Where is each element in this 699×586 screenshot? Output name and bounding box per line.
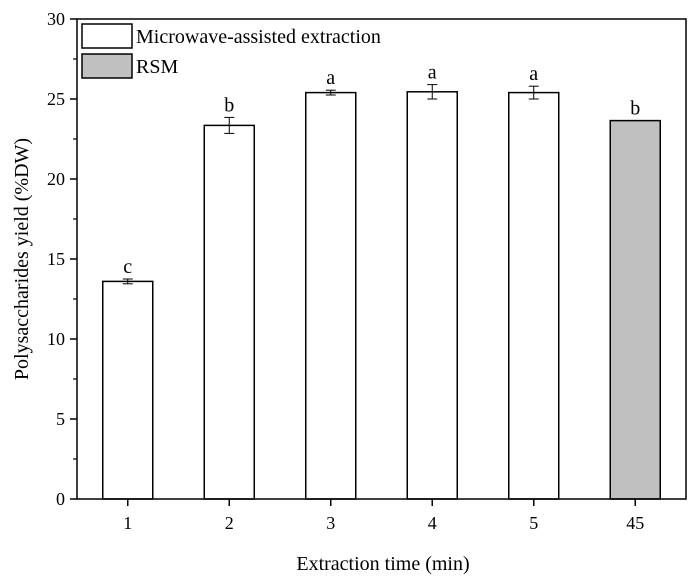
- bar-3: [305, 91, 357, 500]
- x-axis-label: Extraction time (min): [296, 553, 469, 575]
- significance-label-3: a: [326, 67, 335, 89]
- legend-swatch-mae: [81, 23, 133, 49]
- error-bars-layer: [122, 84, 539, 285]
- significance-label-4: a: [428, 62, 437, 84]
- bars-layer: [102, 91, 661, 500]
- bar-2: [203, 124, 255, 500]
- y-tick-label-25: 25: [47, 89, 65, 109]
- significance-label-2: b: [224, 94, 234, 116]
- y-tick-label-15: 15: [47, 249, 65, 269]
- x-tick-label-3: 3: [326, 513, 335, 533]
- x-tick-label-4: 4: [428, 513, 437, 533]
- x-tick-label-1: 1: [123, 513, 132, 533]
- legend-label-mae: Microwave-assisted extraction: [136, 26, 381, 48]
- x-tick-label-45: 45: [626, 513, 644, 533]
- legend-swatch-rsm: [81, 53, 133, 79]
- bar-4: [406, 91, 458, 500]
- x-tick-label-5: 5: [529, 513, 538, 533]
- legend: Microwave-assisted extraction RSM: [81, 23, 381, 79]
- significance-labels-layer: c b a a a b: [123, 62, 640, 278]
- bar-45: [609, 119, 661, 500]
- y-tick-label-5: 5: [56, 409, 65, 429]
- y-tick-label-30: 30: [47, 9, 65, 29]
- y-tick-label-20: 20: [47, 169, 65, 189]
- y-tick-label-0: 0: [56, 489, 65, 509]
- x-tick-label-2: 2: [225, 513, 234, 533]
- legend-label-rsm: RSM: [136, 56, 178, 78]
- y-axis-label: Polysaccharides yield (%DW): [11, 138, 33, 380]
- bar-1: [102, 280, 154, 500]
- bar-5: [508, 91, 560, 500]
- significance-label-5: a: [529, 63, 538, 85]
- y-tick-label-10: 10: [47, 329, 65, 349]
- significance-label-1: c: [123, 256, 132, 278]
- significance-label-45: b: [630, 98, 640, 120]
- plot-frame: [76, 18, 687, 500]
